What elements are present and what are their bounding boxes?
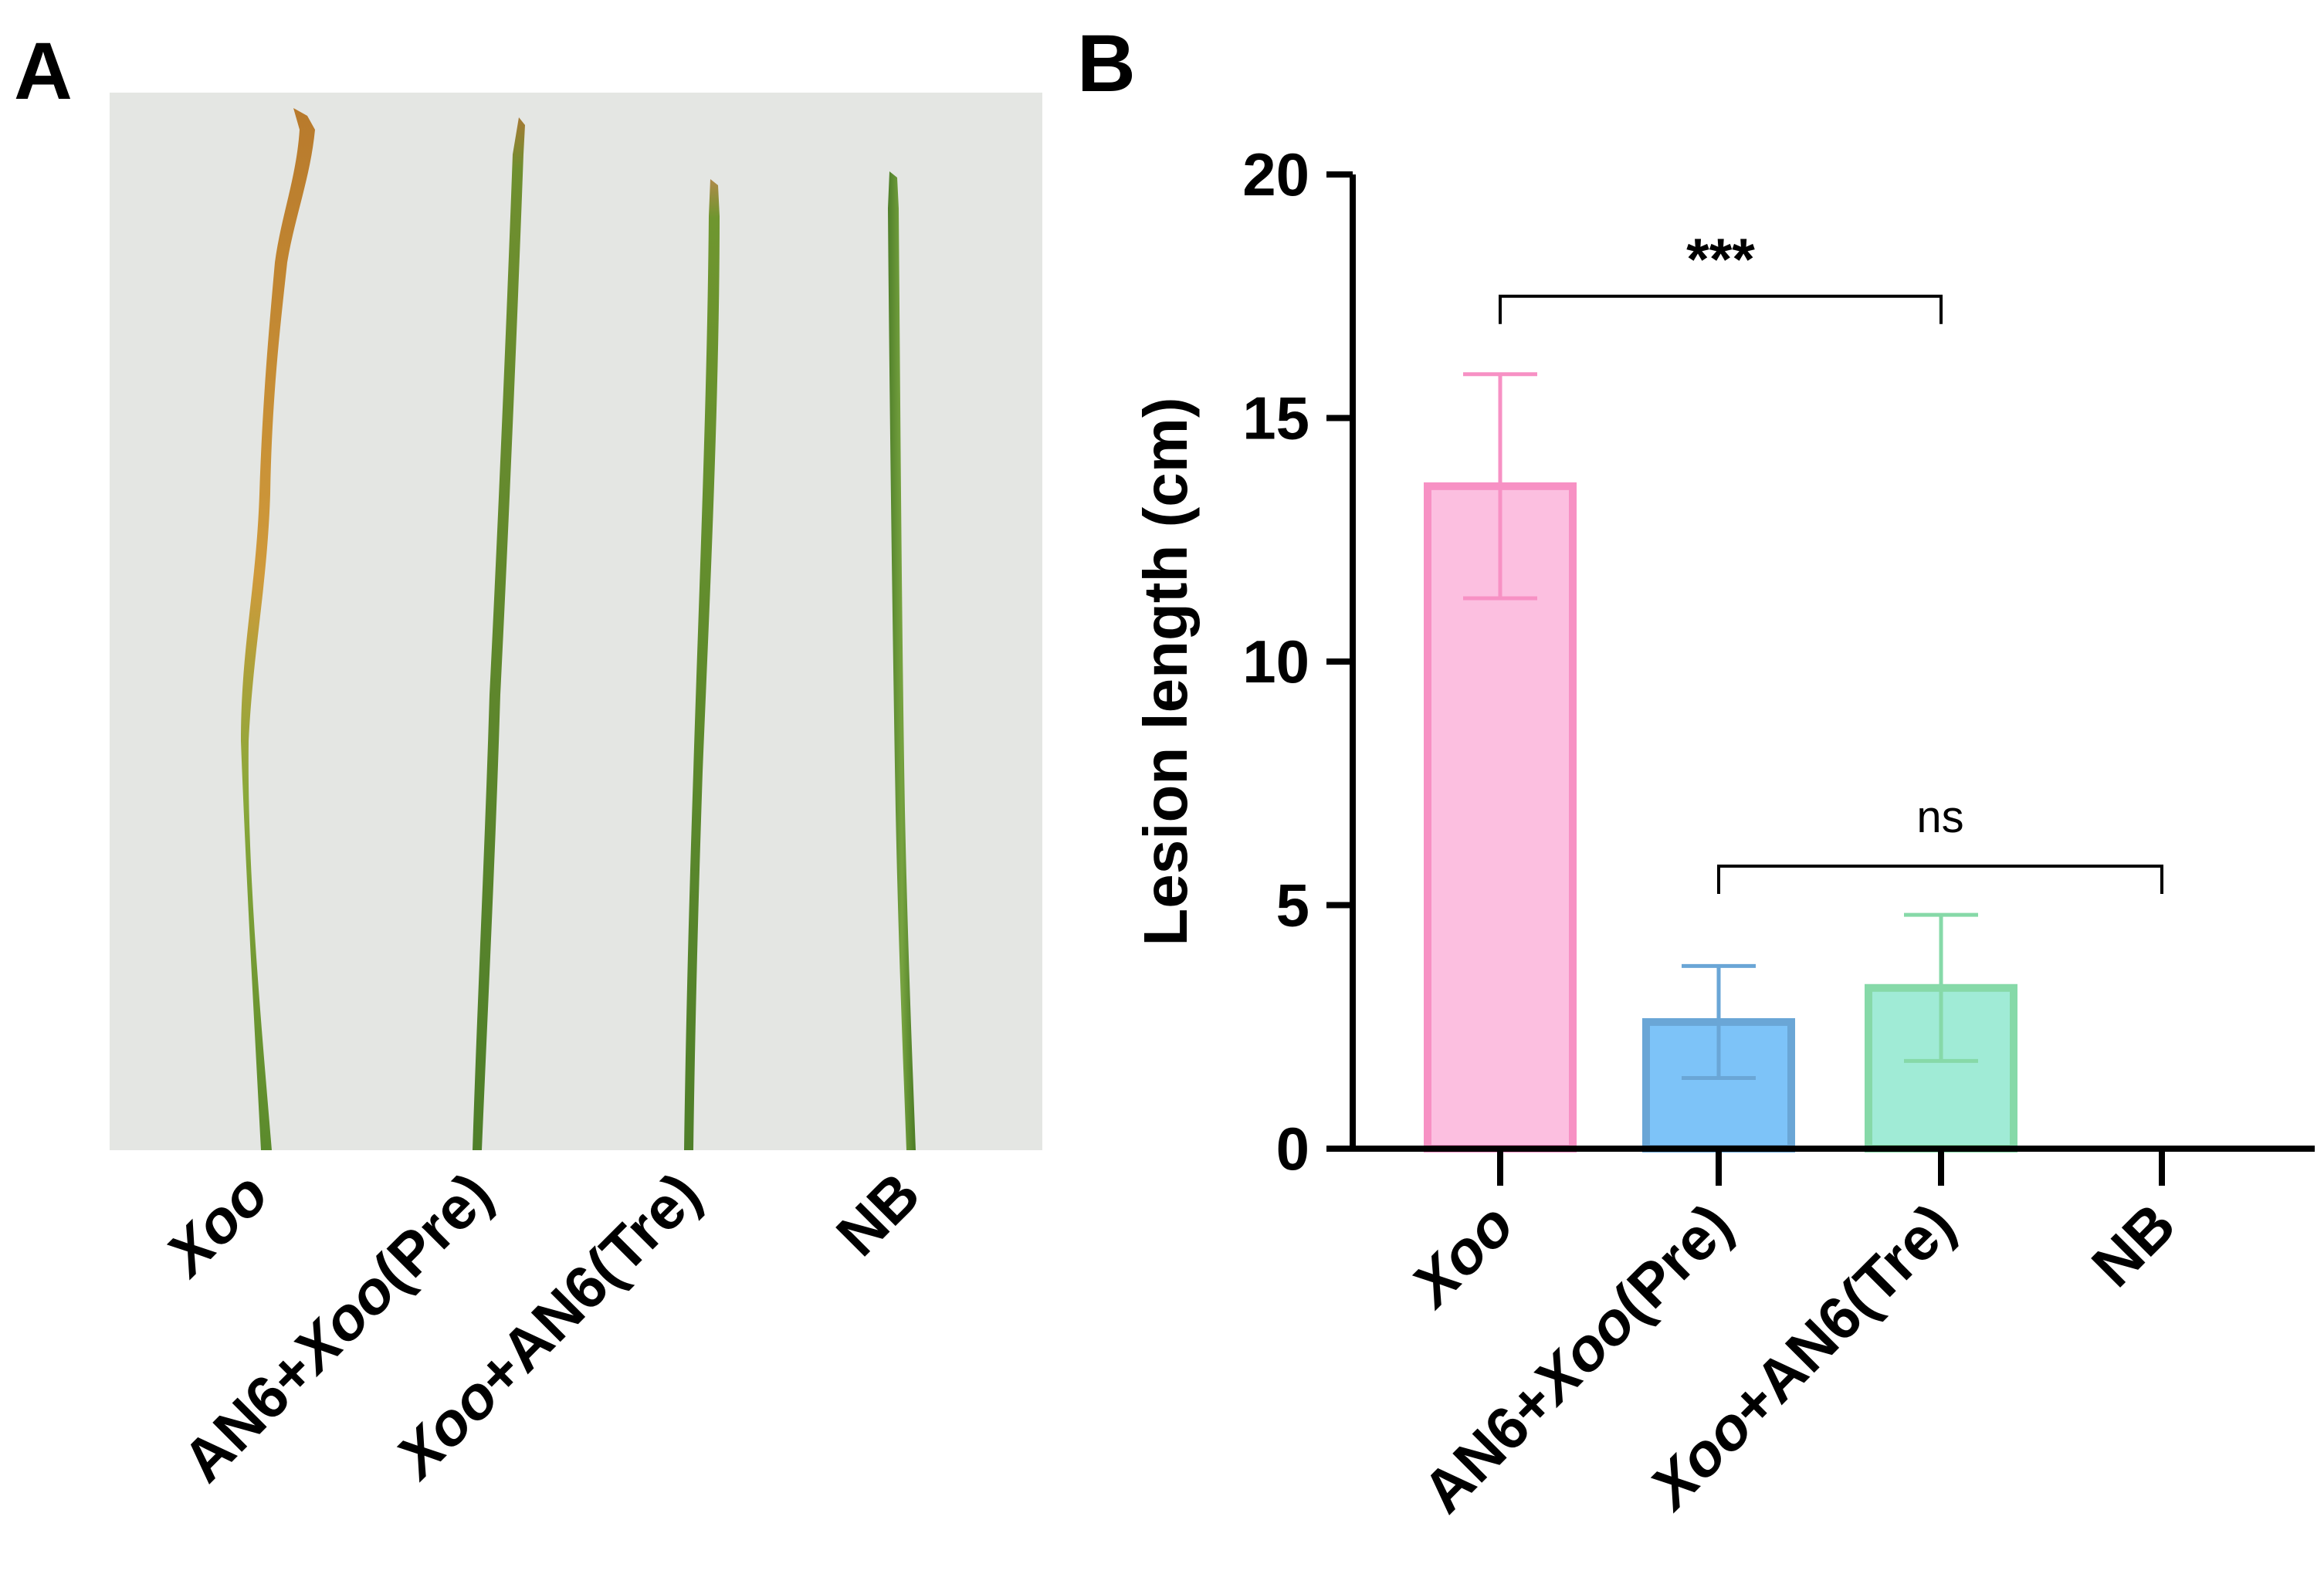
error-bar-0 — [1463, 372, 1537, 601]
bracket-line — [1499, 294, 1943, 324]
photo-label-3-part: NB — [823, 1159, 933, 1269]
x-tick-label-3: NB — [2078, 1190, 2188, 1300]
leaf-xoo-an6-tre — [684, 179, 720, 1150]
photo-label-0: Xoo — [151, 1159, 281, 1290]
y-tick-label: 10 — [1242, 628, 1309, 696]
photo-label-2-part: +AN6(Tre) — [463, 1159, 713, 1410]
bracket-line — [1717, 865, 2163, 895]
leaf-nb — [888, 171, 916, 1150]
x-ticks — [1497, 1149, 2165, 1186]
photo-background — [110, 93, 1042, 1150]
significance-label: ns — [1916, 792, 1963, 842]
error-bar-2 — [1904, 912, 1978, 1063]
x-tick-label-0: Xoo — [1396, 1190, 1526, 1321]
significance-bracket-1: ns — [1717, 792, 2163, 895]
panel-letter-b: B — [1077, 19, 1136, 109]
significance-brackets: *** ns — [1499, 227, 2163, 895]
leaf-xoo — [241, 108, 315, 1150]
significance-label: *** — [1686, 227, 1755, 293]
x-tick-label-2-part: +AN6(Tre) — [1717, 1190, 1967, 1440]
panel-letter-a: A — [14, 26, 73, 117]
photo-label-3: NB — [823, 1159, 933, 1269]
leaf-an6-xoo-pre — [473, 117, 525, 1150]
y-tick-label: 20 — [1242, 140, 1309, 208]
leaf-photo — [110, 93, 1042, 1150]
error-bar-1 — [1682, 963, 1756, 1081]
y-ticks: 0 5 10 15 20 — [1242, 140, 1353, 1183]
x-tick-label-0-part: Xoo — [1396, 1190, 1526, 1321]
significance-bracket-0: *** — [1499, 227, 1943, 324]
y-axis-title: Lesion length (cm) — [1131, 397, 1200, 946]
error-bars — [1463, 372, 1978, 1081]
y-tick-label: 15 — [1242, 384, 1309, 452]
x-tick-label-3-part: NB — [2078, 1190, 2188, 1300]
y-tick-label: 5 — [1276, 872, 1309, 939]
y-tick-label: 0 — [1276, 1115, 1309, 1183]
photo-label-0-part: Xoo — [151, 1159, 281, 1290]
